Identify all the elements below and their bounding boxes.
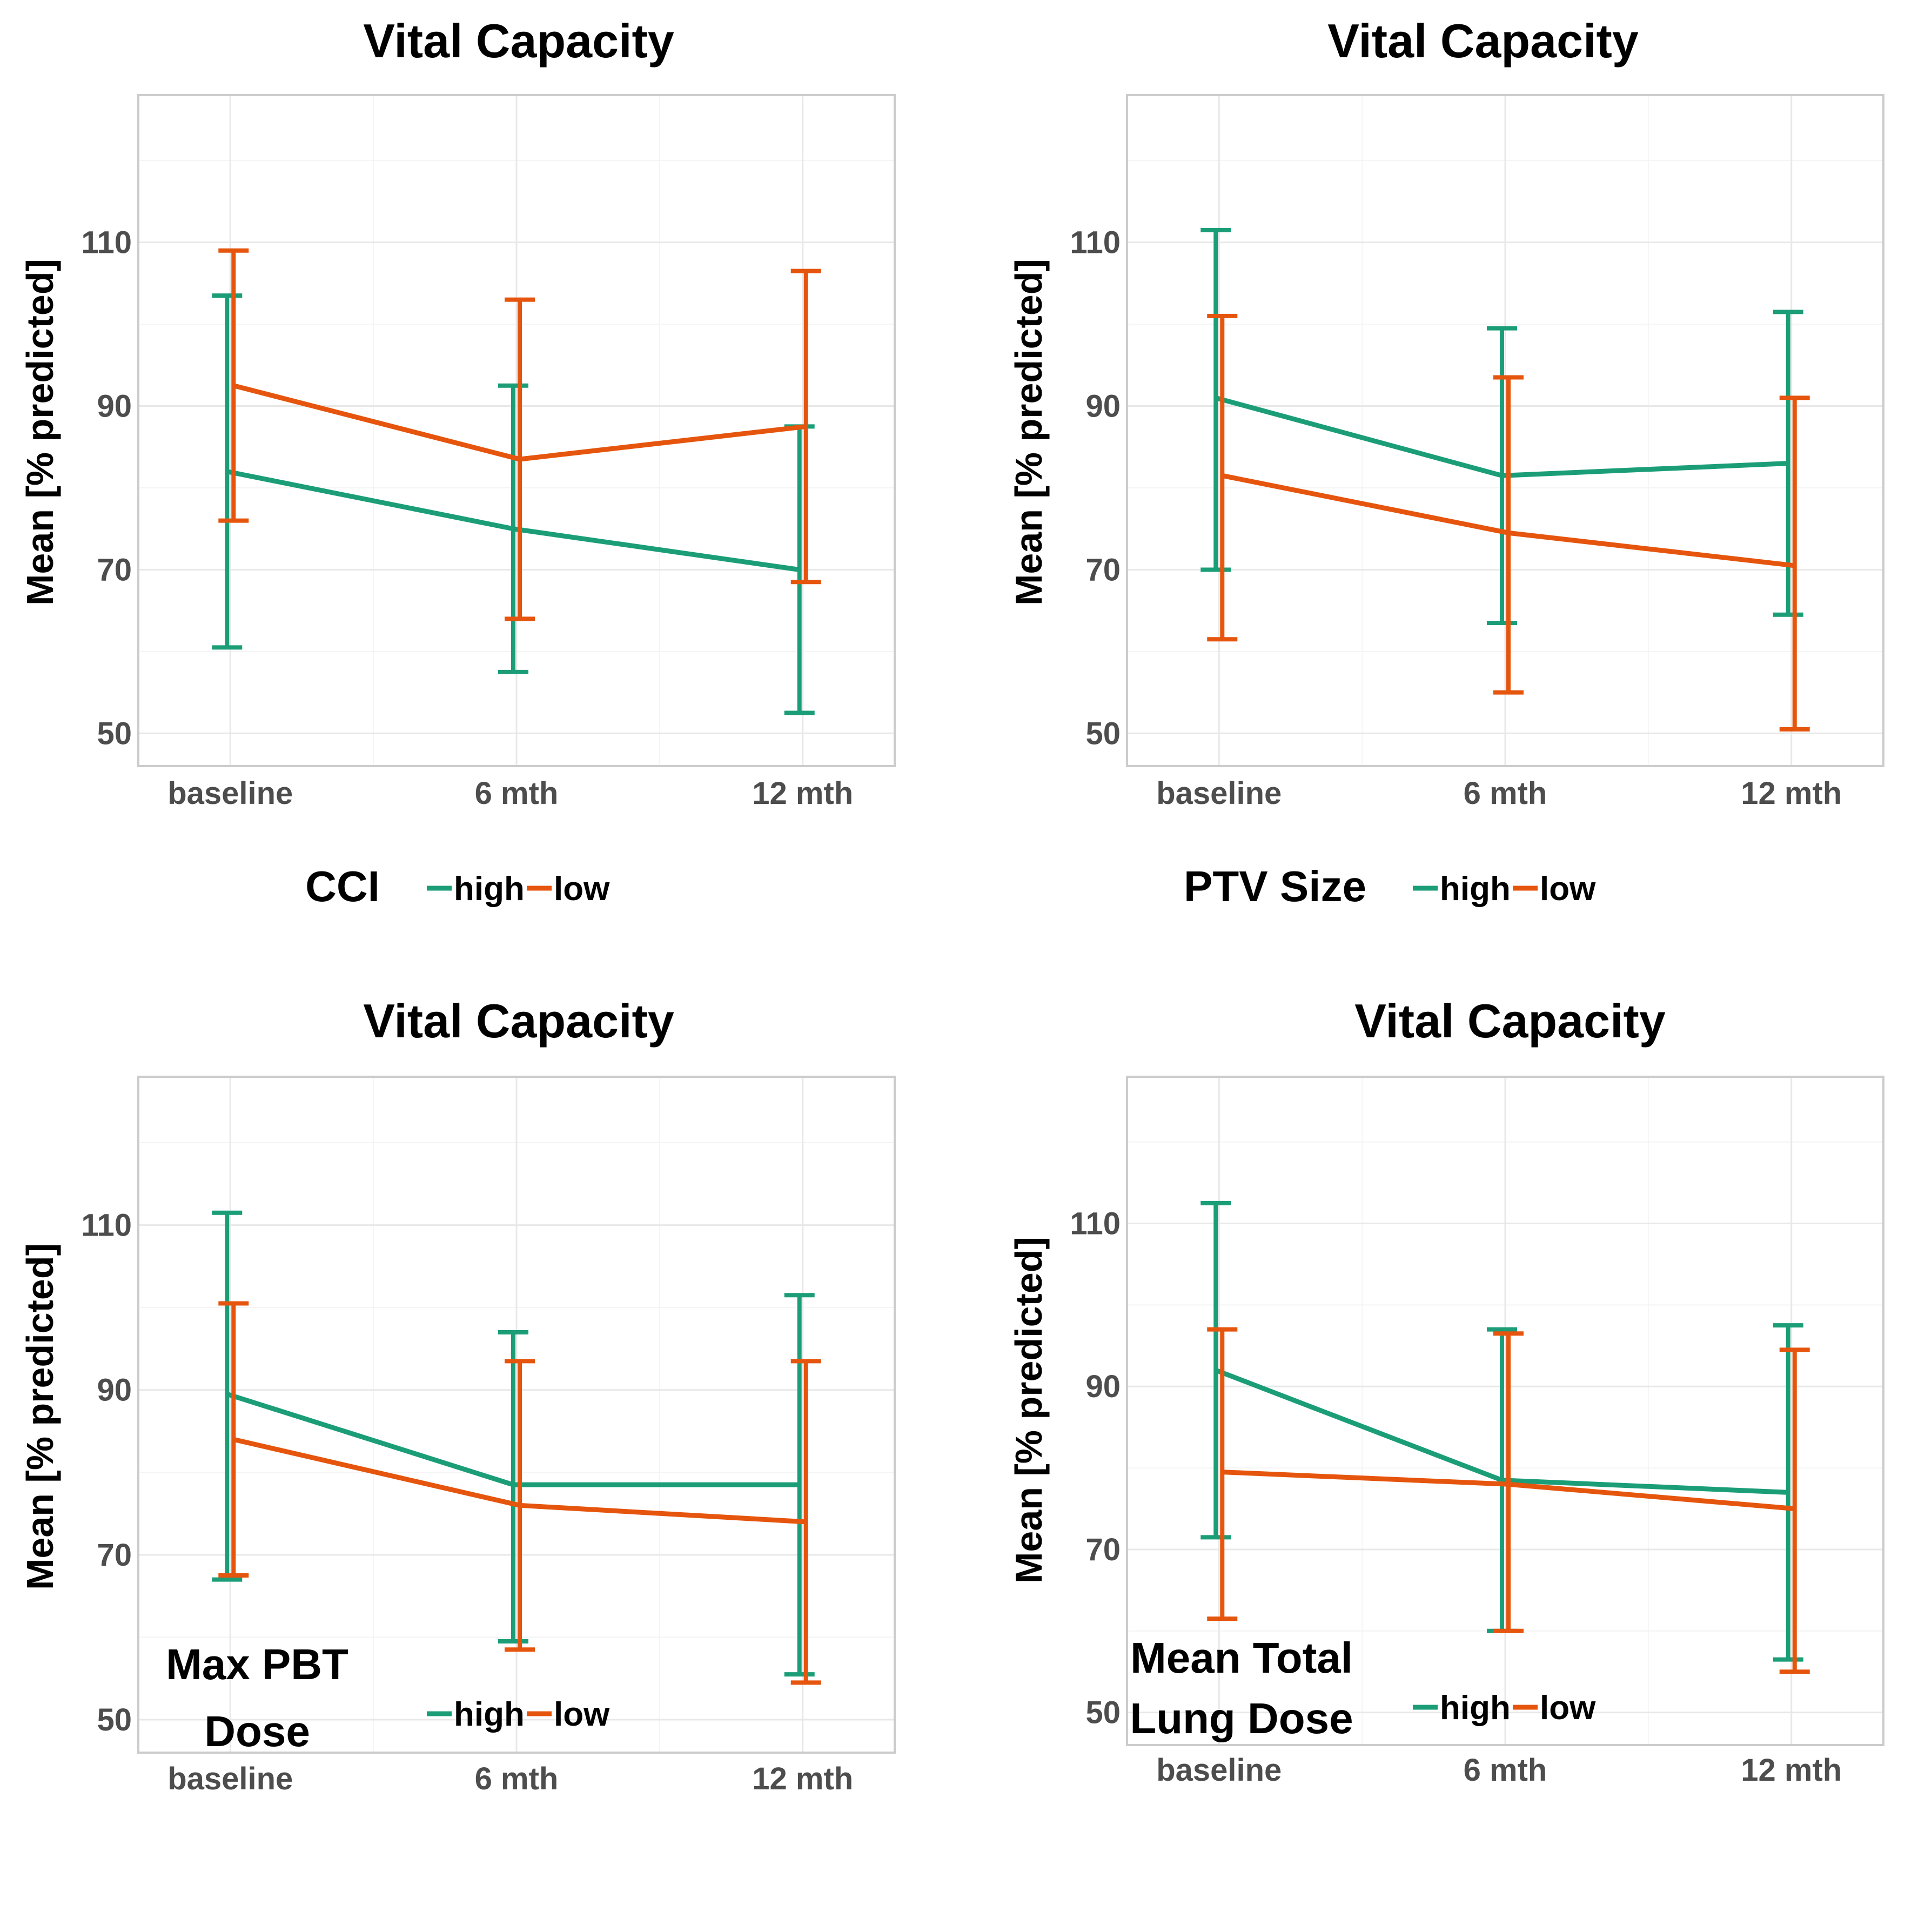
series-line (1222, 1470, 1795, 1512)
legend-label-low: low (554, 870, 610, 908)
y-axis-label: Mean [% predicted] (1008, 259, 1050, 606)
y-tick-label: 110 (1070, 1206, 1121, 1242)
legend-label-low: low (554, 1696, 610, 1733)
legend-title: Lung Dose (1130, 1694, 1353, 1742)
x-tick-label: baseline (1156, 776, 1282, 811)
y-tick-label: 110 (81, 1208, 132, 1243)
x-tick-label: baseline (167, 1761, 293, 1796)
y-tick-label: 70 (1085, 552, 1121, 587)
x-tick-label: 6 mth (1464, 1753, 1547, 1788)
series-low (218, 248, 821, 621)
legend: PTV Size high low (1184, 862, 1596, 910)
legend-label-low: low (1540, 870, 1596, 908)
legend-label-high: high (1440, 1689, 1511, 1727)
y-tick-label: 90 (97, 1373, 132, 1408)
legend-title: CCI (305, 862, 380, 910)
legend-title: Dose (204, 1707, 310, 1755)
chart-panel-2: Vital Capacity Mean [% predicted] 50 70 90 11… (1008, 14, 1884, 910)
y-tick-label: 90 (1085, 389, 1121, 424)
legend-label-high: high (454, 1696, 525, 1733)
series-high (212, 1210, 815, 1677)
y-tick-label: 90 (97, 389, 132, 424)
y-tick-label: 70 (97, 552, 132, 587)
x-tick-label: 12 mth (752, 776, 853, 811)
chart-panel-3: Vital Capacity Mean [% predicted] 50 70 90 11… (19, 994, 896, 1796)
series-high (212, 293, 815, 715)
series-high (1200, 227, 1803, 625)
series-line (1222, 473, 1795, 568)
panel-border (137, 1076, 896, 1754)
chart-title: Vital Capacity (363, 14, 674, 68)
legend-title: PTV Size (1184, 862, 1366, 910)
chart-title: Vital Capacity (363, 994, 674, 1048)
series-line (233, 1437, 806, 1525)
y-tick-label: 70 (97, 1538, 132, 1573)
legend: Max PBT Dose high low (166, 1640, 610, 1755)
legend-title: Max PBT (166, 1640, 348, 1688)
chart-panel-1: Vital Capacity Mean [% predicted] 50 70 90 11… (19, 14, 896, 910)
legend: Mean Total Lung Dose high low (1130, 1634, 1596, 1742)
legend-label-high: high (1440, 870, 1511, 908)
y-tick-label: 50 (97, 716, 132, 751)
x-tick-label: 12 mth (1741, 776, 1842, 811)
series-line (226, 1392, 800, 1487)
x-tick-label: baseline (167, 776, 293, 811)
legend-label-low: low (1540, 1689, 1596, 1727)
x-tick-label: 6 mth (475, 776, 559, 811)
y-axis-label: Mean [% predicted] (1008, 1237, 1050, 1584)
series-line (1215, 1367, 1788, 1495)
y-tick-label: 50 (1085, 1695, 1121, 1730)
y-axis-label: Mean [% predicted] (19, 1243, 61, 1590)
y-tick-label: 70 (1085, 1532, 1121, 1567)
y-tick-label: 50 (97, 1702, 132, 1738)
chart-panel-4: Vital Capacity Mean [% predicted] 50 70 90 11… (1008, 994, 1884, 1788)
y-axis-label: Mean [% predicted] (19, 259, 61, 606)
x-tick-label: 6 mth (1464, 776, 1547, 811)
series-low (1207, 1327, 1810, 1674)
series-low (1207, 313, 1810, 732)
series-line (226, 469, 800, 572)
y-tick-label: 110 (1070, 225, 1121, 260)
x-tick-label: baseline (1156, 1753, 1282, 1788)
series-high (1200, 1200, 1803, 1662)
x-tick-label: 12 mth (752, 1761, 853, 1796)
chart-title: Vital Capacity (1327, 14, 1639, 68)
panel-border (1126, 94, 1884, 767)
legend-label-high: high (454, 870, 525, 908)
series-line (1215, 395, 1788, 478)
y-tick-label: 110 (81, 225, 132, 260)
x-tick-label: 12 mth (1741, 1753, 1842, 1788)
legend-title: Mean Total (1130, 1634, 1353, 1682)
y-tick-label: 50 (1085, 716, 1121, 751)
x-tick-label: 6 mth (475, 1761, 559, 1796)
series-low (218, 1301, 821, 1685)
y-tick-label: 90 (1085, 1369, 1121, 1404)
chart-title: Vital Capacity (1354, 994, 1666, 1048)
panel-border (137, 94, 896, 767)
legend: CCI high low (305, 862, 610, 910)
panel-border (1126, 1076, 1884, 1746)
series-line (233, 383, 807, 462)
